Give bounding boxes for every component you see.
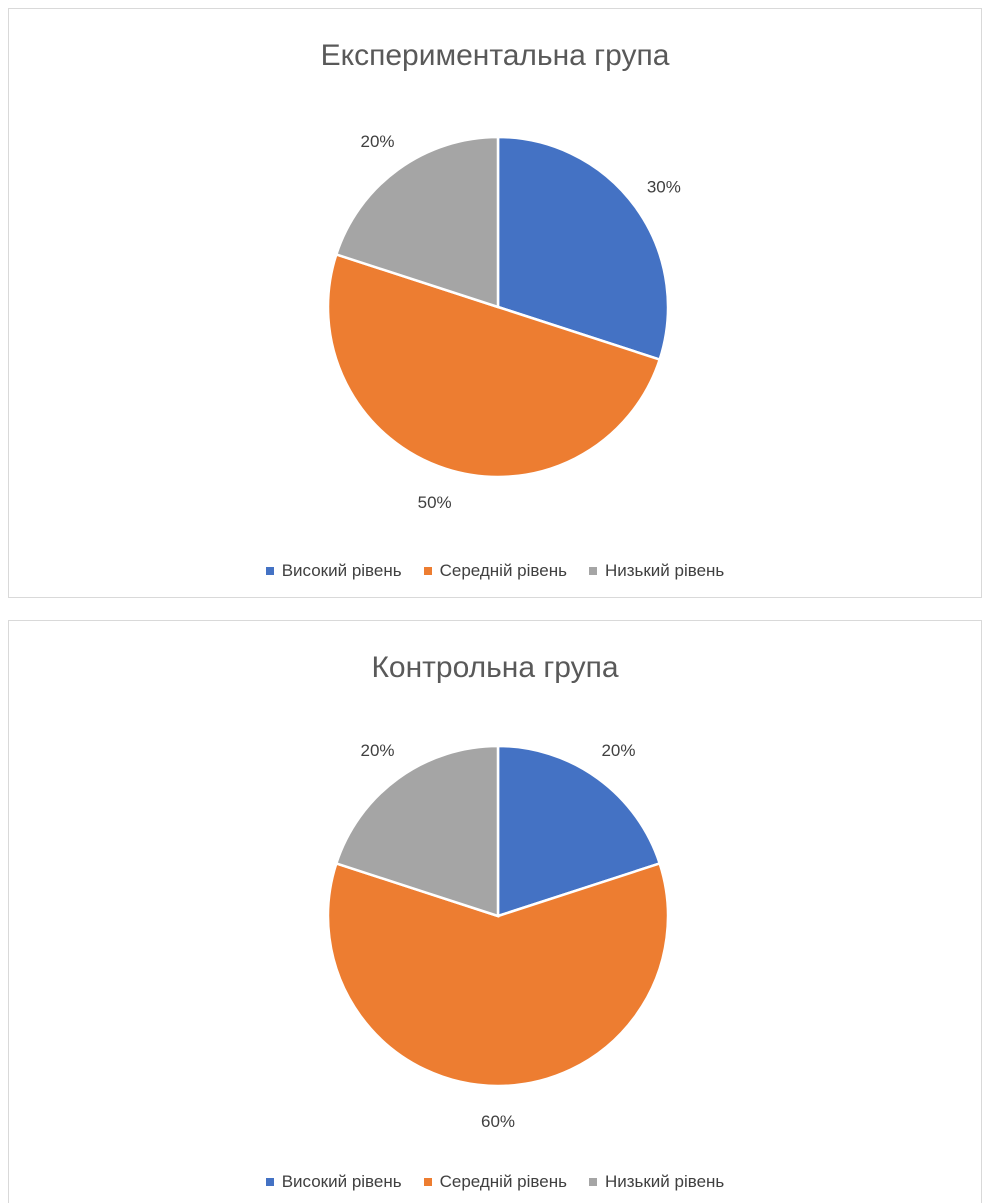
- chart-experimental-group: Експериментальна група 30% 50% 20% Високий…: [8, 8, 982, 598]
- legend-swatch-icon: [265, 1178, 274, 1186]
- legend-item-low: Низький рівень: [588, 1172, 725, 1192]
- legend-swatch-icon: [588, 567, 597, 575]
- data-label: 50%: [418, 493, 452, 512]
- legend-swatch-icon: [265, 567, 274, 575]
- legend-item-low: Низький рівень: [588, 561, 725, 581]
- legend-item-high: Високий рівень: [265, 561, 402, 581]
- legend-label: Низький рівень: [604, 561, 725, 580]
- legend-item-medium: Середній рівень: [423, 561, 567, 581]
- legend: Високий рівень Середній рівень Низький р…: [9, 1172, 981, 1192]
- legend-item-medium: Середній рівень: [423, 1172, 567, 1192]
- legend-label: Високий рівень: [281, 1172, 402, 1191]
- legend-swatch-icon: [423, 1178, 432, 1186]
- pie-slice-high: [496, 135, 670, 362]
- pie-slice-medium: [326, 861, 670, 1088]
- pie-slice-low: [334, 135, 500, 309]
- legend-item-high: Високий рівень: [265, 1172, 402, 1192]
- pie-slice-high: [496, 744, 662, 918]
- legend-label: Високий рівень: [281, 561, 402, 580]
- pie-slice-medium: [326, 252, 662, 479]
- legend-swatch-icon: [588, 1178, 597, 1186]
- chart-title: Експериментальна група: [320, 39, 670, 72]
- legend: Високий рівень Середній рівень Низький р…: [9, 561, 981, 581]
- data-label: 30%: [647, 178, 681, 197]
- legend-label: Середній рівень: [439, 1172, 567, 1191]
- chart-title: Контрольна група: [371, 651, 619, 684]
- data-label: 20%: [360, 132, 394, 151]
- data-label: 20%: [601, 741, 635, 760]
- chart-control-group: Контрольна група 20% 60% 20% Високий рівен…: [8, 620, 982, 1203]
- pie-chart: 30% 50% 20%: [326, 132, 681, 512]
- legend-label: Середній рівень: [439, 561, 567, 580]
- legend-label: Низький рівень: [604, 1172, 725, 1191]
- data-label: 20%: [360, 741, 394, 760]
- data-label: 60%: [481, 1112, 515, 1131]
- pie-slice-low: [334, 744, 500, 918]
- legend-swatch-icon: [423, 567, 432, 575]
- pie-chart: 20% 60% 20%: [326, 741, 670, 1131]
